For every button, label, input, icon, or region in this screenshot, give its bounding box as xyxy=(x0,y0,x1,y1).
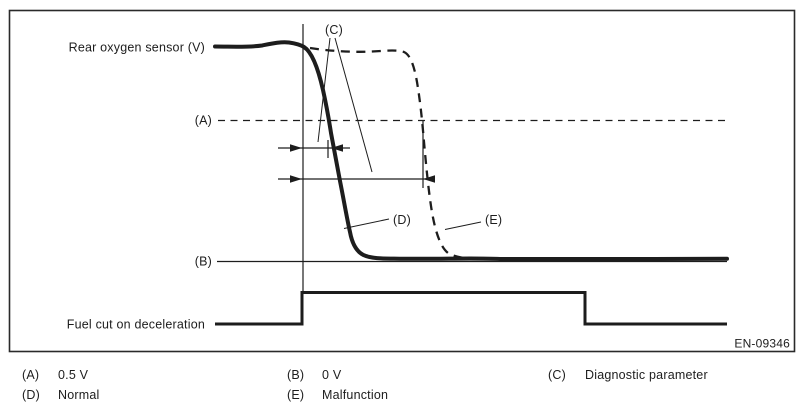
fuel-cut-label: Fuel cut on deceleration xyxy=(67,318,205,332)
normal-leader-line xyxy=(343,218,390,229)
diagnostic-label-c: (C) xyxy=(325,23,343,37)
dimension-short-arrow-left-icon xyxy=(331,144,343,152)
fuel-cut-signal-line xyxy=(215,291,727,326)
dimension-long-arrow-left-icon xyxy=(423,175,435,183)
normal-curve-line xyxy=(213,40,729,262)
threshold-label-a: (A) xyxy=(195,114,212,128)
legend-value-a: 0.5 V xyxy=(58,368,89,382)
malfunction-label-e: (E) xyxy=(485,213,502,227)
malfunction-leader-line xyxy=(444,221,482,230)
legend-key-e: (E) xyxy=(287,388,304,402)
legend-value-e: Malfunction xyxy=(322,388,388,402)
y-axis-label: Rear oxygen sensor (V) xyxy=(69,41,205,55)
normal-label-d: (D) xyxy=(393,213,411,227)
legend-key-a: (A) xyxy=(22,368,39,382)
legend-key-b: (B) xyxy=(287,368,304,382)
figure-code: EN-09346 xyxy=(734,337,790,351)
diagnostic-leader-line-long xyxy=(334,37,373,173)
legend-value-b: 0 V xyxy=(322,368,342,382)
legend-value-c: Diagnostic parameter xyxy=(585,368,708,382)
malfunction-curve-line xyxy=(309,46,504,261)
dimension-short-arrow-right-icon xyxy=(290,144,302,152)
legend-value-d: Normal xyxy=(58,388,99,402)
dimension-long-arrow-right-icon xyxy=(290,175,302,183)
legend-key-c: (C) xyxy=(548,368,566,382)
legend-key-d: (D) xyxy=(22,388,40,402)
baseline-label-b: (B) xyxy=(195,255,212,269)
diagram-border xyxy=(8,9,796,353)
